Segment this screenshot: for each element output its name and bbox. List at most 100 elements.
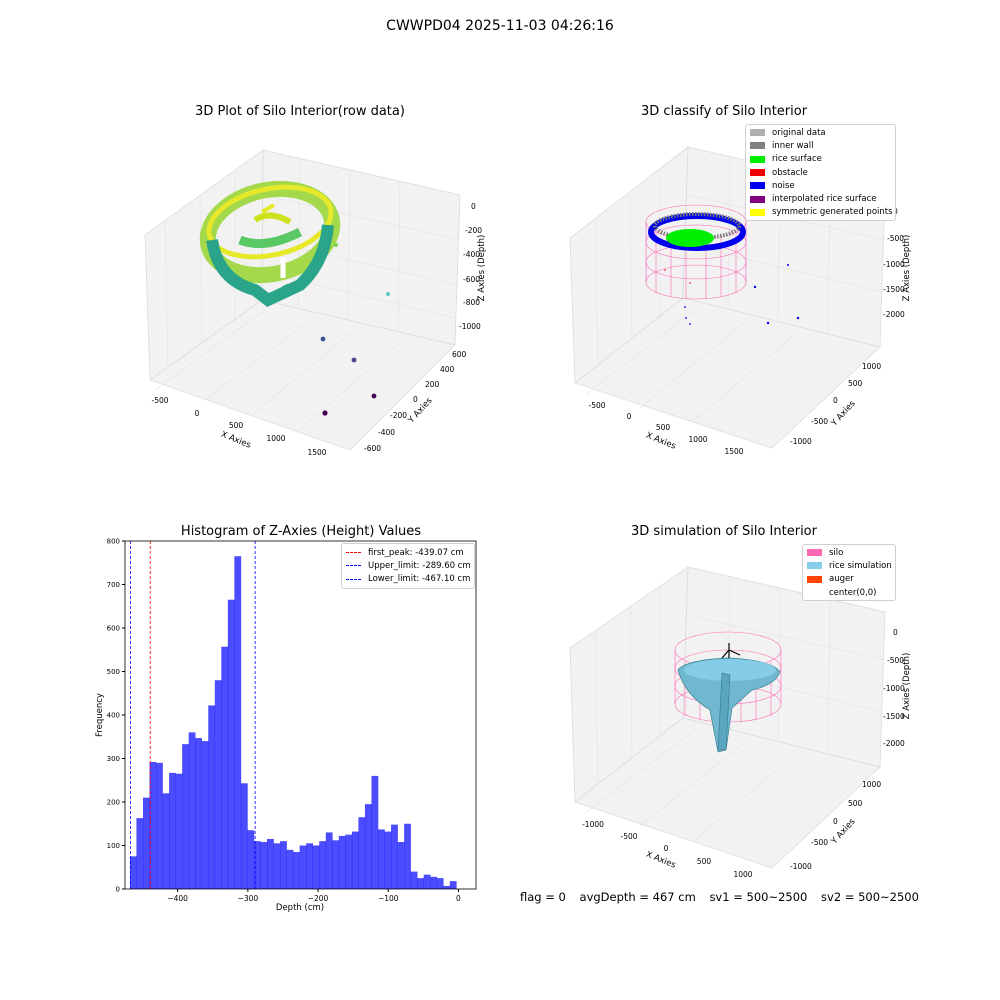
simulation-ztick: -2000 [883, 739, 905, 748]
histogram-bar [436, 878, 444, 889]
raw-xtick: 500 [229, 421, 244, 430]
histogram-bar [338, 835, 346, 889]
histogram-ytick-label: 200 [107, 799, 120, 807]
classify-xlabel: X Axies [644, 431, 677, 452]
histogram-ytick-label: 500 [107, 668, 120, 676]
histogram-bar [142, 797, 150, 889]
raw-xtick: -500 [151, 396, 168, 405]
classify-xtick: 500 [656, 423, 671, 432]
histogram-ytick-label: 0 [116, 886, 120, 894]
raw-ytick: 400 [440, 365, 455, 374]
raw-ylabel: Y Axies [406, 395, 435, 426]
raw-xtick: 0 [195, 409, 200, 418]
histogram-bar [169, 772, 176, 889]
raw-ytick: 600 [452, 350, 467, 359]
simulation-xlabel: X Axies [644, 850, 677, 871]
classify-xtick: 0 [627, 412, 632, 421]
simulation-xtick: 0 [664, 844, 669, 853]
raw-ytick: -600 [364, 444, 381, 453]
legend-item: center(0,0) [803, 586, 895, 599]
simulation-ztick: 0 [893, 628, 898, 637]
histogram-bar [175, 773, 183, 889]
simulation-ytick: 0 [833, 817, 838, 826]
histogram-bar [240, 783, 248, 889]
histogram-bar [404, 823, 411, 889]
histogram-bar [149, 761, 157, 889]
raw-ztick: -600 [463, 275, 480, 284]
raw-ztick: -800 [463, 298, 480, 307]
raw-3d-plot: -500 0 500 1000 1500 600 400 200 0 -200 … [144, 149, 487, 457]
histogram-bar [253, 841, 261, 889]
histogram-bar [312, 845, 320, 889]
histogram-xlabel: Depth (cm) [276, 903, 324, 913]
histogram-ytick-label: 700 [107, 581, 120, 589]
simulation-3d-plot: -1000 -500 0 500 1000 1000 500 0 -500 -1… [569, 566, 912, 879]
legend-item: symmetric generated points [746, 206, 895, 219]
histogram-xtick-label: −100 [378, 894, 399, 903]
histogram-chart: −400 −300 −200 −100 0 0 100 200 300 400 500 600 700… [95, 538, 477, 913]
histogram-bar [410, 871, 418, 889]
histogram-bar [358, 817, 366, 889]
raw-plot-title: 3D Plot of Silo Interior(row data) [195, 104, 405, 119]
classify-ytick: 0 [833, 396, 838, 405]
classify-plot-title: 3D classify of Silo Interior [640, 104, 808, 119]
histogram-bar [423, 874, 431, 889]
classify-zlabel: Z Axies (Depth) [902, 235, 912, 302]
histogram-bar [162, 793, 170, 889]
simulation-plot-title: 3D simulation of Silo Interior [631, 524, 817, 539]
legend-item: auger [803, 573, 895, 586]
simulation-ztick: -500 [887, 656, 904, 665]
histogram-ytick-label: 300 [107, 755, 120, 763]
sv1-text: sv1 = 500~2500 [709, 890, 808, 904]
status-footer: flag = 0 avgDepth = 467 cm sv1 = 500~250… [520, 890, 929, 904]
classify-xtick: 1500 [724, 447, 743, 456]
histogram-bar [332, 840, 340, 889]
histogram-bar [280, 841, 287, 889]
histogram-bar [286, 849, 294, 889]
classify-ytick: 500 [848, 379, 863, 388]
flag-text: flag = 0 [520, 890, 566, 904]
simulation-legend: silo rice simulation auger center(0,0) [802, 544, 896, 602]
histogram-xtick-label: −300 [238, 894, 259, 903]
histogram-bar [136, 818, 144, 889]
classify-ytick: -500 [811, 417, 828, 426]
legend-item: rice surface [746, 153, 895, 166]
histogram-bar [378, 829, 385, 889]
raw-ytick: -400 [378, 428, 395, 437]
histogram-title: Histogram of Z-Axies (Height) Values [180, 524, 422, 539]
raw-xlabel: X Axies [219, 430, 252, 451]
simulation-xtick: -1000 [582, 820, 604, 829]
classify-ztick: -500 [887, 234, 904, 243]
histogram-ytick-label: 400 [107, 712, 120, 720]
raw-ytick: 0 [413, 395, 418, 404]
simulation-ytick: 1000 [862, 780, 881, 789]
classify-ytick: -1000 [790, 437, 812, 446]
simulation-xtick: -500 [620, 832, 637, 841]
classify-legend: original data inner wall rice surface ob… [745, 124, 896, 222]
histogram-bar [182, 744, 189, 889]
simulation-ytick: 500 [848, 799, 863, 808]
figure-title: CWWPD04 2025-11-03 04:26:16 [386, 18, 614, 34]
histogram-bar [201, 741, 209, 889]
legend-item: inner wall [746, 139, 895, 152]
raw-ytick: 200 [425, 380, 440, 389]
legend-item: rice simulation [803, 559, 895, 572]
histogram-bar [345, 834, 353, 889]
histogram-bar [234, 556, 242, 889]
raw-ztick: -400 [463, 250, 480, 259]
histogram-bar [221, 646, 229, 889]
histogram-bar [188, 732, 196, 889]
simulation-zlabel: Z Axies (Depth) [902, 653, 912, 720]
sv2-text: sv2 = 500~2500 [821, 890, 919, 904]
histogram-xtick-label: −400 [167, 894, 188, 903]
histogram-bar [371, 775, 379, 889]
legend-item: silo [803, 546, 895, 559]
histogram-bar [273, 843, 281, 889]
histogram-bar [156, 762, 163, 889]
histogram-xtick-label: 0 [456, 894, 461, 903]
simulation-xtick: 1000 [733, 870, 752, 879]
histogram-bar [208, 705, 216, 889]
histogram-bar [443, 885, 451, 889]
legend-item: first_peak: -439.07 cm [342, 546, 474, 559]
simulation-ytick: -1000 [790, 862, 812, 871]
